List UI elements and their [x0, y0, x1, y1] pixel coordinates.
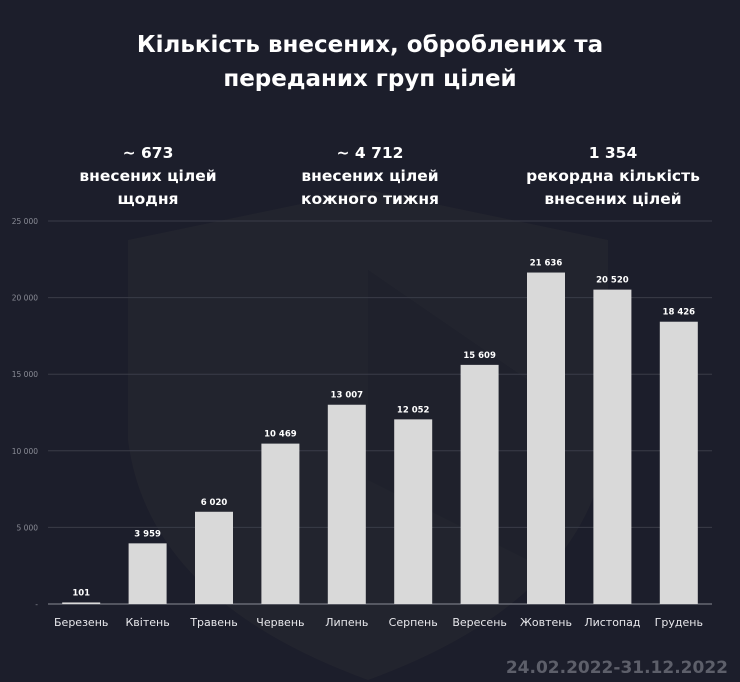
- stat-value: 1 354: [588, 144, 638, 162]
- x-tick-label: Серпень: [389, 616, 438, 629]
- stat-label: щодня: [117, 190, 179, 208]
- data-label: 12 052: [397, 405, 430, 415]
- y-tick-label: 5 000: [17, 523, 39, 532]
- x-tick-label: Квітень: [125, 616, 169, 629]
- bar-Червень: [261, 443, 300, 604]
- stat-value: ~ 4 712: [336, 144, 404, 162]
- data-label: 6 020: [201, 498, 228, 508]
- bar-Травень: [195, 511, 233, 604]
- data-label: 21 636: [530, 259, 563, 269]
- data-label: 20 520: [596, 276, 629, 286]
- y-tick-label: 20 000: [12, 294, 38, 303]
- stat-value: ~ 673: [122, 144, 174, 162]
- data-label: 101: [72, 588, 90, 598]
- x-tick-label: Березень: [54, 616, 108, 629]
- y-tick-label: 10 000: [12, 447, 38, 456]
- stat-label: внесених цілей: [544, 190, 682, 208]
- data-label: 10 469: [264, 430, 297, 440]
- x-tick-label: Травень: [189, 616, 237, 629]
- bar-Серпень: [394, 419, 433, 604]
- stat-label: рекордна кількість: [526, 167, 700, 185]
- x-tick-label: Жовтень: [520, 616, 572, 629]
- x-tick-label: Вересень: [452, 616, 507, 629]
- y-tick-label: 15 000: [12, 370, 38, 379]
- stat-weekly: ~ 4 712 внесених цілей кожного тижня: [250, 142, 490, 211]
- data-label: 18 426: [663, 308, 696, 318]
- title-line-2: переданих груп цілей: [223, 66, 517, 92]
- stat-label: кожного тижня: [300, 190, 440, 208]
- y-tick-label: -: [35, 600, 38, 609]
- bar-Вересень: [460, 364, 499, 604]
- bar-Жовтень: [527, 272, 565, 604]
- stat-label: внесених цілей: [301, 167, 439, 185]
- stat-record: 1 354 рекордна кількість внесених цілей: [493, 142, 733, 211]
- bar-Березень: [62, 602, 101, 604]
- bar-Липень: [327, 404, 366, 604]
- y-tick-label: 25 000: [12, 217, 38, 226]
- stat-daily: ~ 673 внесених цілей щодня: [28, 142, 268, 211]
- x-tick-label: Червень: [256, 616, 304, 629]
- x-tick-label: Грудень: [655, 616, 703, 629]
- bar-Листопад: [593, 289, 632, 604]
- data-label: 3 959: [134, 529, 161, 539]
- data-label: 15 609: [463, 351, 496, 361]
- bar-Квітень: [128, 543, 167, 604]
- x-tick-label: Листопад: [584, 616, 641, 629]
- bar-Грудень: [659, 321, 698, 604]
- title-line-1: Кількість внесених, оброблених та: [136, 32, 604, 58]
- data-label: 13 007: [331, 391, 364, 401]
- stat-label: внесених цілей: [79, 167, 217, 185]
- chart-title: Кількість внесених, оброблених та переда…: [0, 28, 740, 96]
- x-tick-label: Липень: [325, 616, 368, 629]
- period-label: 24.02.2022-31.12.2022: [505, 658, 728, 678]
